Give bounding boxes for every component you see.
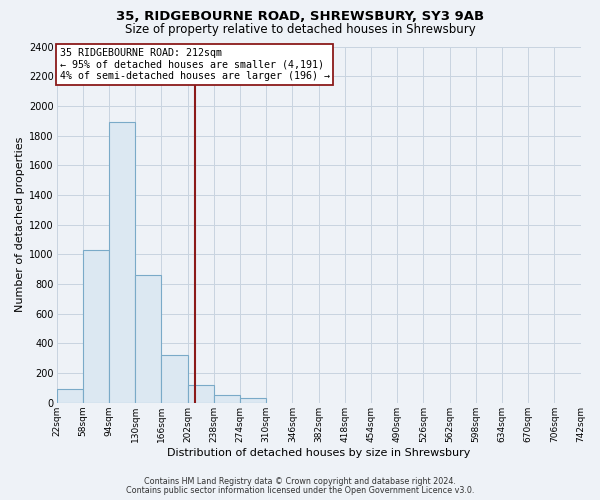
Text: Size of property relative to detached houses in Shrewsbury: Size of property relative to detached ho… [125,22,475,36]
Bar [161,356,188,403]
Text: 35, RIDGEBOURNE ROAD, SHREWSBURY, SY3 9AB: 35, RIDGEBOURNE ROAD, SHREWSBURY, SY3 9A… [116,10,484,23]
Y-axis label: Number of detached properties: Number of detached properties [15,137,25,312]
X-axis label: Distribution of detached houses by size in Shrewsbury: Distribution of detached houses by size … [167,448,470,458]
Text: Contains HM Land Registry data © Crown copyright and database right 2024.: Contains HM Land Registry data © Crown c… [144,477,456,486]
Bar [56,390,83,403]
Bar [109,122,135,403]
Text: Contains public sector information licensed under the Open Government Licence v3: Contains public sector information licen… [126,486,474,495]
Bar [214,396,240,403]
Text: 35 RIDGEBOURNE ROAD: 212sqm
← 95% of detached houses are smaller (4,191)
4% of s: 35 RIDGEBOURNE ROAD: 212sqm ← 95% of det… [59,48,329,81]
Bar [188,385,214,403]
Bar [240,398,266,403]
Bar [135,275,161,403]
Bar [83,250,109,403]
